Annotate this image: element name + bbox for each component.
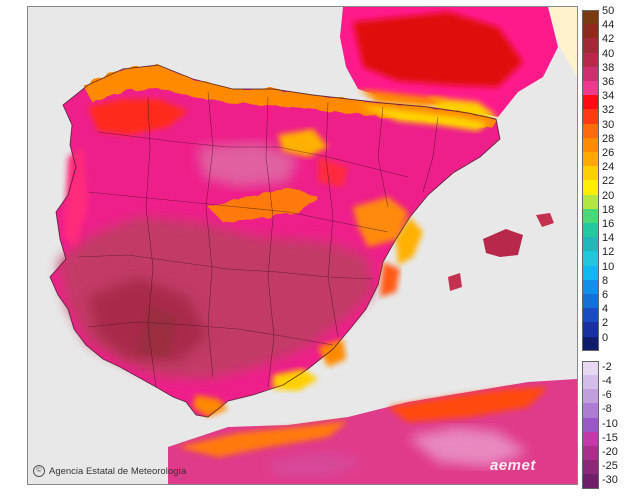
legend-label: 50	[602, 5, 615, 17]
coastline	[49, 64, 501, 418]
legend-swatch	[582, 431, 599, 446]
legend-label: -10	[602, 417, 618, 430]
legend-label: 44	[602, 19, 615, 32]
legend-label: 20	[602, 189, 615, 202]
legend-swatch	[582, 95, 599, 110]
legend-label: -8	[602, 403, 612, 416]
france-region	[340, 7, 577, 119]
legend-swatch	[582, 137, 599, 152]
legend-label: 10	[602, 260, 615, 273]
legend-swatch	[582, 10, 599, 25]
legend-label: 0	[602, 331, 609, 344]
legend-label: 40	[602, 47, 615, 60]
legend-label: 32	[602, 104, 615, 117]
aemet-logo: aemet	[490, 457, 536, 474]
legend-label: 22	[602, 175, 615, 188]
legend-label: -30	[602, 474, 618, 487]
map-credit: © Agencia Estatal de Meteorología	[33, 463, 186, 479]
legend-swatch	[582, 375, 599, 390]
credit-text: Agencia Estatal de Meteorología	[49, 465, 187, 477]
legend-swatch	[582, 251, 599, 266]
legend-label: 4	[602, 303, 609, 316]
legend-label: 8	[602, 274, 609, 287]
legend-swatch	[582, 208, 599, 223]
legend-swatch	[582, 123, 599, 138]
legend-label: 30	[602, 118, 615, 131]
legend-label: 24	[602, 161, 615, 174]
legend-swatch	[582, 52, 599, 67]
map-graphic	[28, 7, 577, 484]
legend-swatch	[582, 24, 599, 39]
copyright-icon: ©	[33, 465, 45, 477]
legend-swatch	[582, 336, 599, 351]
legend-label: -2	[602, 360, 612, 373]
legend-swatch	[582, 38, 599, 53]
legend-swatch	[582, 109, 599, 124]
iberia-region	[50, 65, 500, 417]
legend-label: 38	[602, 61, 615, 74]
legend-label: 34	[602, 90, 615, 103]
legend-swatch	[582, 166, 599, 181]
temperature-map	[27, 6, 578, 485]
legend-swatch	[582, 389, 599, 404]
legend-swatch	[582, 308, 599, 323]
legend-label: 26	[602, 147, 615, 159]
legend-swatch	[582, 223, 599, 238]
legend-label: 42	[602, 33, 615, 46]
legend-label: 2	[602, 317, 609, 330]
legend-label: 36	[602, 76, 615, 88]
legend-swatch	[582, 474, 599, 489]
legend-label: -6	[602, 389, 612, 402]
legend-label: 16	[602, 218, 615, 230]
legend-swatch	[582, 322, 599, 337]
color-legend: 50 44 42 40 38 36 34 32 30 28 26 24 22 20 18 16 14 12 10 8 6…	[582, 6, 627, 490]
legend-swatch	[582, 194, 599, 209]
africa-region	[168, 379, 577, 484]
legend-swatch	[582, 446, 599, 461]
legend-swatch	[582, 294, 599, 309]
legend-swatch	[582, 180, 599, 195]
legend-swatch	[582, 152, 599, 167]
legend-swatch	[582, 237, 599, 252]
balearic-islands	[448, 213, 554, 291]
legend-swatch	[582, 66, 599, 81]
legend-label: 28	[602, 132, 615, 145]
legend-label: 6	[602, 289, 609, 301]
legend-label: -20	[602, 446, 618, 458]
legend-label: -25	[602, 460, 618, 473]
legend-swatch	[582, 360, 599, 375]
legend-label: -15	[602, 431, 618, 444]
legend-label: -4	[602, 375, 612, 387]
legend-swatch	[582, 279, 599, 294]
legend-swatch	[582, 81, 599, 96]
legend-swatch	[582, 460, 599, 475]
legend-label: 14	[602, 232, 615, 245]
legend-swatch	[582, 265, 599, 280]
legend-swatch	[582, 417, 599, 432]
legend-swatch	[582, 403, 599, 418]
legend-label: 12	[602, 246, 615, 259]
legend-label: 18	[602, 203, 615, 216]
admin-borders	[77, 91, 439, 388]
